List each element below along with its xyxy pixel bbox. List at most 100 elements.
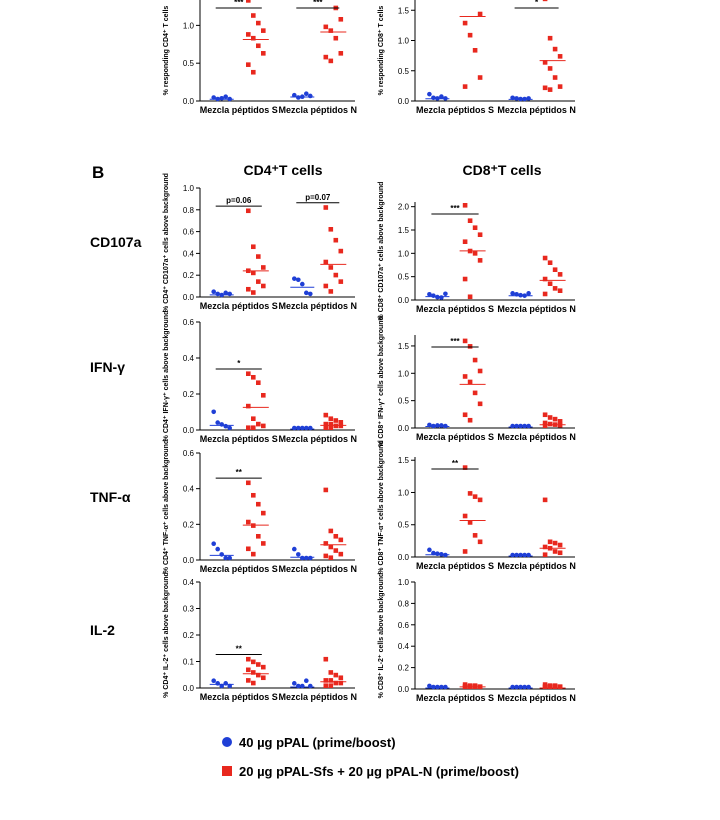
data-point-red bbox=[328, 425, 334, 430]
data-point-blue bbox=[292, 92, 297, 98]
data-point-blue bbox=[219, 552, 224, 557]
data-point-red bbox=[323, 283, 329, 289]
group-label: Mezcla péptidos N bbox=[497, 693, 576, 703]
y-tick-label: 0.6 bbox=[183, 449, 195, 458]
data-point-red bbox=[261, 541, 266, 546]
data-point-red bbox=[542, 684, 548, 689]
group-label: Mezcla péptidos S bbox=[416, 105, 494, 115]
data-point-blue bbox=[514, 423, 519, 429]
data-point-red bbox=[328, 670, 334, 675]
data-point-blue bbox=[292, 681, 297, 686]
y-axis-label: % CD4⁺ CD107a⁺ cells above background bbox=[163, 173, 170, 312]
y-tick-label: 0.8 bbox=[398, 599, 410, 608]
data-point-blue bbox=[522, 552, 527, 558]
data-point-red bbox=[256, 380, 261, 385]
y-axis-label: % CD8⁺ IL-2⁺ cells above background bbox=[378, 573, 385, 699]
data-point-blue bbox=[215, 546, 220, 552]
data-point-red bbox=[467, 32, 473, 38]
data-point-blue bbox=[304, 555, 309, 561]
group-N: Mezcla péptidos N bbox=[279, 487, 357, 574]
group-label: Mezcla péptidos S bbox=[416, 432, 494, 442]
data-point-red bbox=[328, 28, 334, 33]
data-point-blue bbox=[518, 423, 523, 429]
chart-panel-CD107a-CD4: 0.0 0.2 0.4 0.6 0.8 1.0 % CD4⁺ CD107a⁺ cells a… bbox=[163, 173, 357, 312]
group-N: Mezcla péptidos N * bbox=[497, 0, 576, 115]
data-point-red bbox=[338, 51, 344, 56]
data-point-red bbox=[542, 497, 548, 503]
group-label: Mezcla péptidos N bbox=[279, 301, 358, 311]
y-tick-label: 0.4 bbox=[183, 354, 195, 363]
data-point-blue bbox=[215, 420, 220, 425]
significance-label: *** bbox=[234, 0, 244, 7]
data-point-red bbox=[251, 551, 256, 557]
y-tick-label: 1.5 bbox=[398, 456, 410, 465]
group-label: Mezcla péptidos N bbox=[279, 105, 358, 115]
data-point-blue bbox=[526, 423, 531, 429]
data-point-red bbox=[323, 553, 329, 559]
y-tick-label: 0.4 bbox=[183, 485, 195, 494]
group-label: Mezcla péptidos N bbox=[497, 304, 576, 314]
y-axis-label: % responding CD8⁺ T cells bbox=[378, 6, 385, 96]
y-tick-label: 0.5 bbox=[398, 67, 410, 76]
group-label: Mezcla péptidos S bbox=[200, 692, 278, 702]
group-N: Mezcla péptidos N bbox=[497, 497, 576, 571]
data-point-red bbox=[547, 415, 553, 420]
data-point-blue bbox=[219, 422, 224, 427]
data-point-red bbox=[552, 46, 558, 52]
data-point-red bbox=[323, 412, 329, 418]
data-point-red bbox=[472, 48, 478, 53]
data-point-red bbox=[547, 35, 553, 41]
data-point-red bbox=[261, 664, 266, 670]
chart-panel-IL2-CD8: 0.0 0.2 0.4 0.6 0.8 1.0 % CD8⁺ IL-2⁺ cells abo… bbox=[378, 573, 576, 703]
data-point-red bbox=[328, 58, 334, 64]
data-point-red bbox=[462, 513, 468, 519]
group-N: Mezcla péptidos N bbox=[279, 656, 357, 702]
data-point-blue bbox=[427, 683, 432, 689]
data-point-blue bbox=[223, 94, 228, 100]
data-point-blue bbox=[308, 555, 313, 561]
data-point-blue bbox=[514, 96, 519, 101]
data-point-red bbox=[246, 371, 251, 376]
data-point-red bbox=[462, 338, 468, 344]
data-point-red bbox=[552, 75, 558, 80]
data-point-red bbox=[477, 497, 483, 503]
chart-panel-A-CD4: 0.0 0.5 1.0 % responding CD4⁺ T cells Mezcla… bbox=[163, 0, 357, 115]
y-tick-label: 1.5 bbox=[398, 342, 410, 351]
y-tick-label: 0.0 bbox=[183, 97, 195, 106]
data-point-blue bbox=[427, 547, 432, 553]
data-point-red bbox=[328, 678, 334, 683]
y-tick-label: 1.5 bbox=[398, 6, 410, 15]
chart-panel-IFNg-CD4: 0.0 0.2 0.4 0.6 % CD4⁺ IFN-γ⁺ cells above ba… bbox=[163, 311, 357, 444]
data-point-red bbox=[333, 35, 339, 41]
data-point-red bbox=[328, 227, 334, 232]
y-tick-label: 0.6 bbox=[183, 318, 195, 327]
group-S: Mezcla péptidos S *** bbox=[200, 0, 278, 115]
data-point-red bbox=[557, 684, 563, 689]
data-point-red bbox=[261, 675, 266, 681]
data-point-red bbox=[251, 659, 256, 665]
data-point-blue bbox=[431, 95, 436, 101]
data-point-blue bbox=[300, 683, 305, 689]
data-point-red bbox=[323, 656, 329, 662]
data-point-blue bbox=[304, 678, 309, 683]
group-S: Mezcla péptidos S ** bbox=[200, 645, 278, 703]
data-point-red bbox=[547, 66, 553, 71]
data-point-red bbox=[472, 533, 478, 538]
data-point-red bbox=[246, 0, 251, 3]
data-point-blue bbox=[427, 291, 432, 297]
data-point-red bbox=[552, 549, 558, 554]
y-tick-label: 2.0 bbox=[398, 203, 410, 212]
group-label: Mezcla péptidos S bbox=[200, 434, 278, 444]
data-point-red bbox=[323, 259, 329, 265]
data-point-red bbox=[251, 69, 256, 75]
data-point-red bbox=[328, 528, 334, 534]
group-label: Mezcla péptidos N bbox=[497, 105, 576, 115]
data-point-red bbox=[467, 294, 473, 300]
data-point-red bbox=[323, 24, 329, 30]
group-label: Mezcla péptidos N bbox=[279, 434, 358, 444]
data-point-red bbox=[542, 420, 548, 426]
y-tick-label: 0.8 bbox=[183, 206, 195, 215]
data-point-red bbox=[333, 672, 339, 678]
data-point-red bbox=[333, 237, 339, 243]
